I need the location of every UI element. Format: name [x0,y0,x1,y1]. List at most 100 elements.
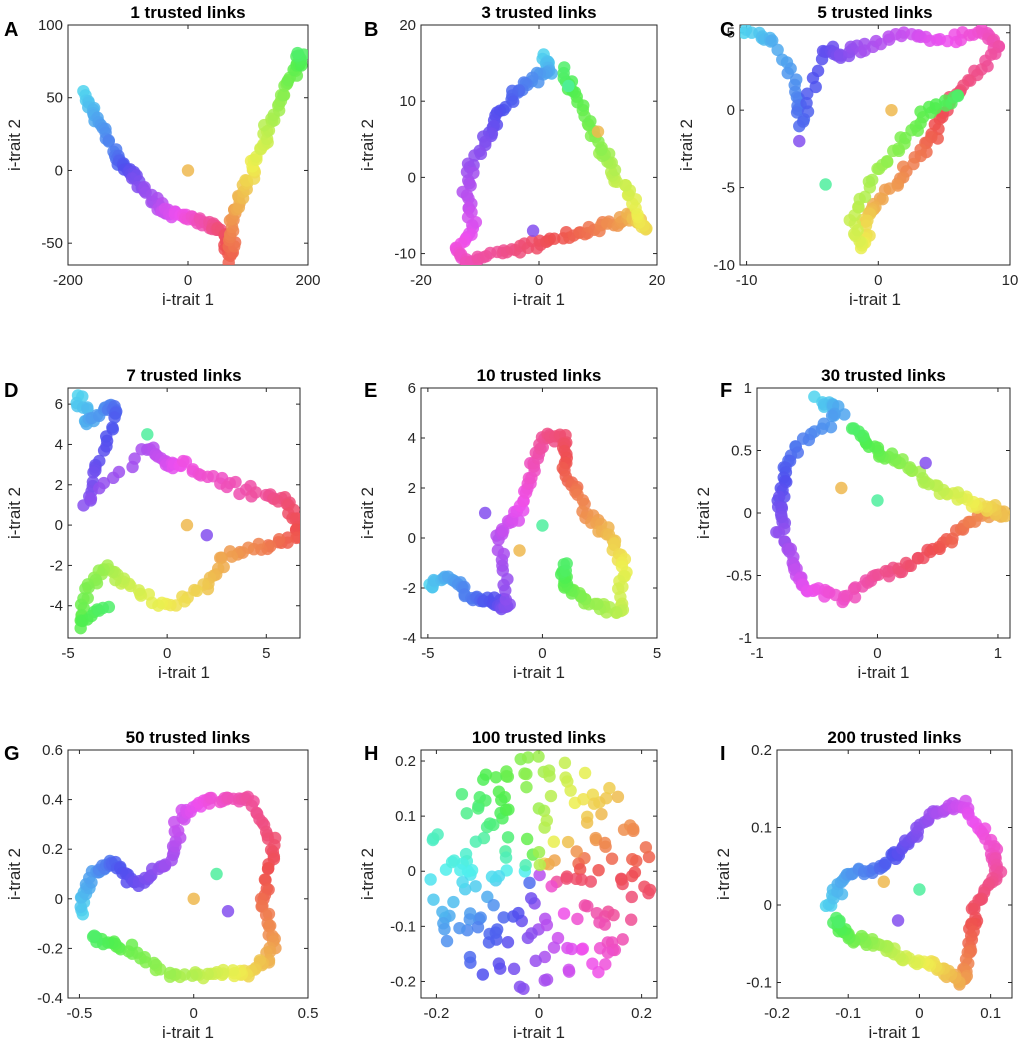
y-axis-label: i-trait 2 [694,487,713,539]
data-point [557,907,571,920]
scatter-points [424,750,657,995]
data-point [502,803,515,816]
data-point [262,907,276,921]
data-point [229,475,242,489]
data-point [226,964,240,977]
data-point [896,160,910,173]
data-point [625,890,638,904]
x-axis-label: i-trait 1 [849,290,901,309]
y-tick-label: -4 [403,630,416,647]
x-tick-label: 0 [873,645,881,662]
data-point [272,533,286,546]
data-point [611,790,625,804]
data-point [102,134,115,147]
data-point [626,822,640,836]
data-point [891,914,905,927]
data-point [471,802,485,815]
y-axis-label: i-trait 2 [5,848,24,900]
scatter-points [77,46,308,265]
data-point [489,771,503,784]
panel-title: 100 trusted links [472,728,606,747]
data-point [469,835,483,848]
data-point [595,807,608,821]
panel-letter: F [720,380,732,402]
y-axis-label: i-trait 2 [358,119,377,171]
y-tick-label: 6 [408,380,416,397]
data-point [540,918,554,932]
panel-letter: D [4,380,18,402]
data-point [885,103,898,117]
x-tick-label: 0 [915,1005,923,1022]
data-point [87,466,100,479]
data-point [542,857,555,871]
data-point [200,528,214,542]
data-point [176,454,190,468]
data-point [438,922,451,936]
data-point [483,817,497,830]
scatter-points [740,25,1006,255]
data-point [141,428,154,441]
panel-letter: G [4,743,20,765]
x-tick-label: 5 [653,645,661,662]
y-tick-label: 5 [727,25,735,42]
y-tick-label: 2 [408,480,416,497]
y-tick-label: 0 [764,897,772,914]
x-axis-label: i-trait 1 [513,663,565,682]
data-point [478,506,492,520]
x-tick-label: 0 [535,272,543,289]
data-point [529,954,542,968]
x-tick-label: -0.2 [764,1005,790,1022]
data-point [262,862,275,875]
data-point [74,900,87,914]
y-tick-label: 6 [55,396,63,413]
data-point [559,771,572,784]
data-point [264,919,277,933]
x-axis-label: i-trait 1 [513,1023,565,1042]
x-tick-label: 20 [649,272,666,289]
data-point [578,766,592,780]
data-point [772,526,786,539]
data-point [424,873,437,886]
y-tick-label: -0.2 [390,973,416,990]
y-axis-label: i-trait 2 [5,487,24,539]
panel-H: -0.2 0 0.2 -0.2 -0.1 0 0.1 0.2 100 trusted links… [358,728,658,1042]
data-point [581,900,594,913]
data-point [440,934,454,948]
data-point [616,933,629,946]
y-tick-label: 0 [55,162,63,179]
x-tick-label: 1 [994,645,1002,662]
data-point [190,584,203,598]
data-point [547,835,561,848]
data-point [492,870,506,883]
data-point [545,880,558,893]
data-point [607,908,620,922]
data-point [551,931,565,945]
panel-title: 3 trusted links [481,3,596,22]
data-point [871,494,884,507]
data-point [558,756,572,770]
data-point [771,43,784,57]
data-point [570,845,583,858]
axes-frame [756,387,1011,639]
y-tick-label: 0 [408,863,416,880]
data-point [800,96,813,110]
data-point [615,873,628,886]
data-point [560,872,573,885]
x-tick-label: 0 [874,272,882,289]
data-point [187,892,200,905]
data-point [772,490,786,503]
x-tick-label: -0.2 [423,1005,449,1022]
x-tick-label: 0 [538,645,546,662]
y-tick-label: 1 [744,380,752,397]
data-point [577,792,590,806]
data-point [838,408,851,421]
y-tick-label: 0.2 [395,753,416,770]
data-point [476,968,490,981]
data-point [591,125,605,138]
y-tick-label: -0.5 [726,568,752,585]
data-point [592,863,605,877]
y-axis-label: i-trait 2 [358,487,377,539]
panel-A: -200 0 200 -50 0 50 100 1 trusted links i-trait … [4,3,321,309]
y-tick-label: 0 [744,505,752,522]
